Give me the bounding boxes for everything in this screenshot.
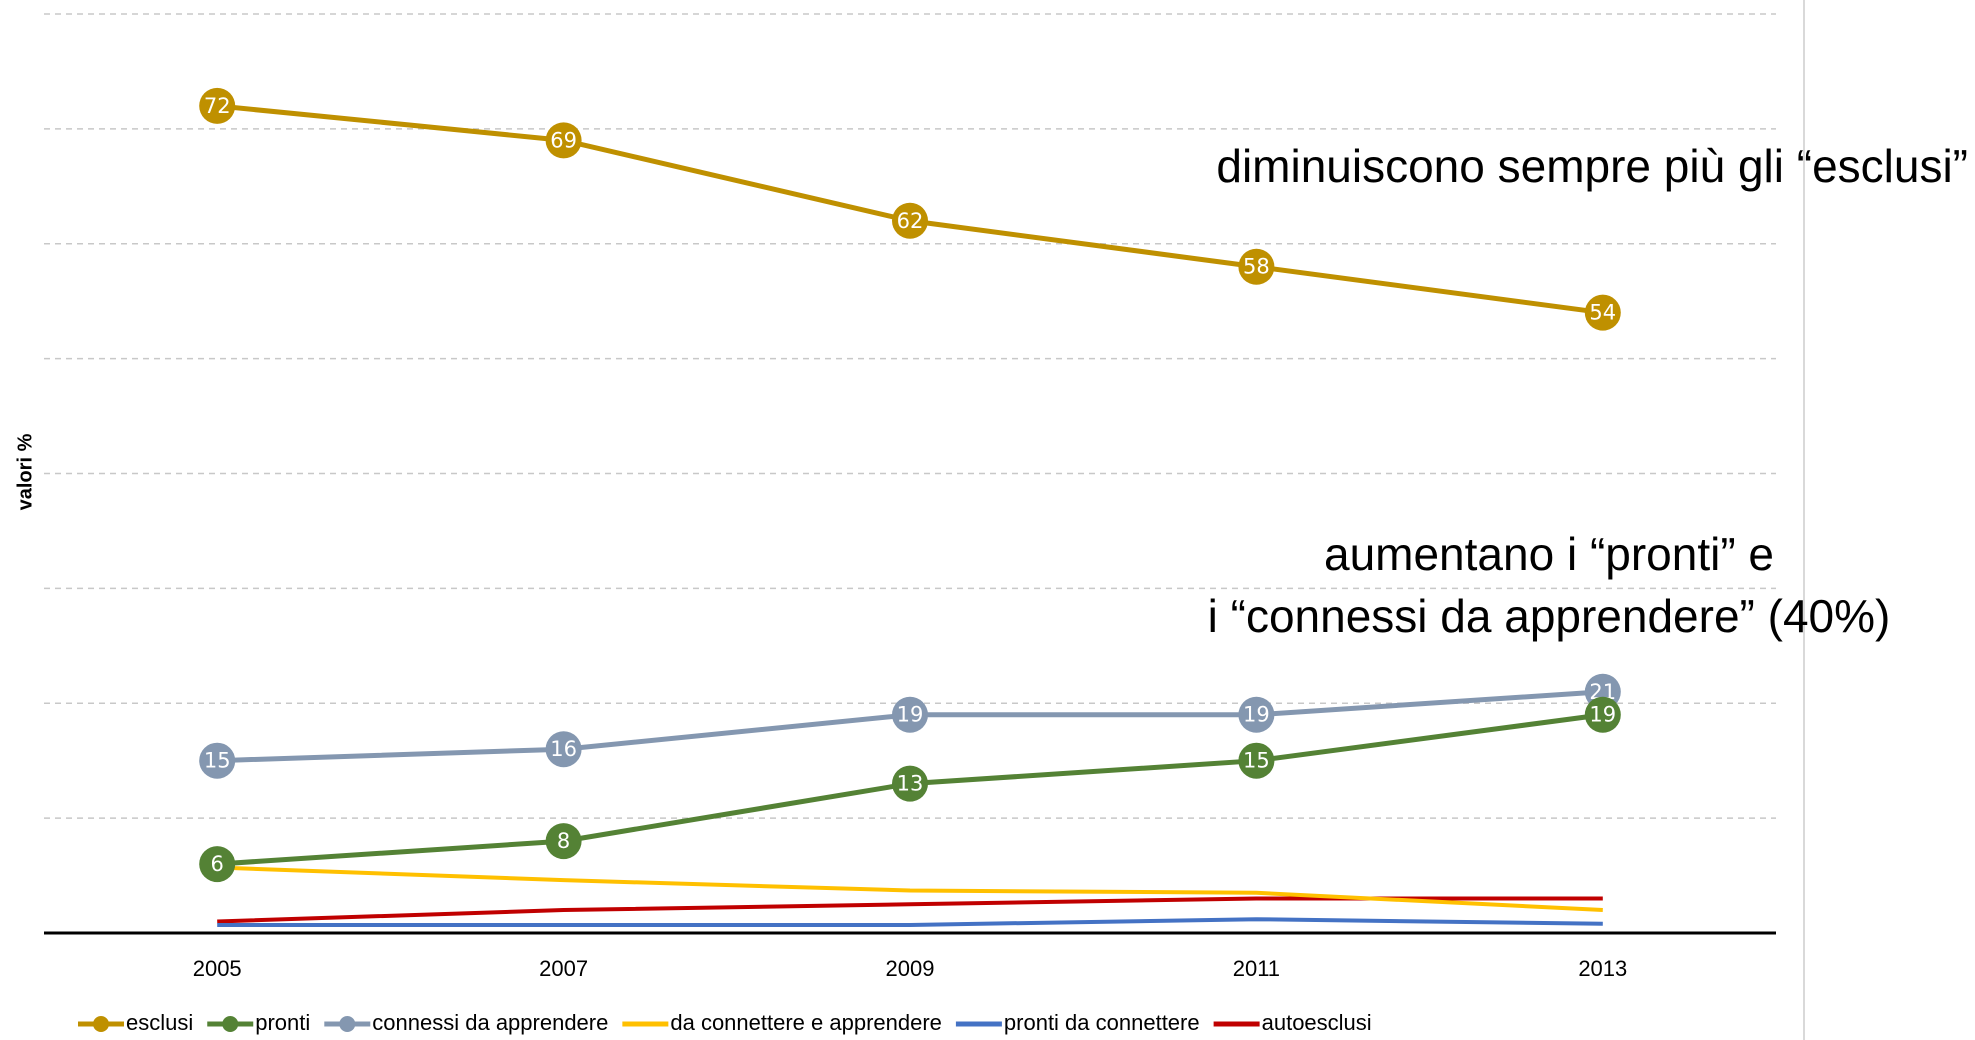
legend-label: pronti — [255, 1010, 310, 1035]
data-label: 58 — [1243, 255, 1270, 279]
point-marker — [1584, 696, 1621, 733]
data-label: 8 — [557, 829, 570, 853]
legend-label: esclusi — [126, 1010, 193, 1035]
point-marker — [545, 823, 582, 860]
point-marker — [892, 696, 928, 733]
point-marker — [1238, 696, 1275, 733]
data-label: 15 — [1243, 749, 1270, 773]
data-label: 19 — [897, 703, 924, 727]
point-marker — [199, 87, 236, 124]
data-label: 54 — [1589, 301, 1616, 325]
data-label: 72 — [204, 94, 231, 118]
legend-label: connessi da apprendere — [372, 1010, 608, 1035]
data-label: 69 — [550, 128, 577, 152]
x-tick-label: 2005 — [193, 956, 242, 981]
point-marker — [1238, 248, 1275, 285]
legend-label: pronti da connettere — [1004, 1010, 1200, 1035]
series-line — [217, 865, 1603, 913]
point-marker — [545, 122, 582, 159]
x-tick-label: 2009 — [886, 956, 935, 981]
data-label: 16 — [550, 737, 577, 761]
data-label: 19 — [1589, 703, 1616, 727]
point-marker — [892, 765, 928, 802]
y-axis-label: valori % — [14, 433, 36, 510]
annotation: aumentano i “pronti” e — [1324, 528, 1774, 580]
annotation: i “connessi da apprendere” (40%) — [1208, 590, 1891, 642]
x-tick-label: 2011 — [1233, 956, 1280, 981]
legend-marker — [93, 1016, 109, 1032]
legend-marker — [339, 1016, 356, 1032]
point-marker — [199, 846, 236, 883]
data-label: 62 — [897, 209, 924, 233]
point-marker — [545, 731, 582, 768]
data-label: 6 — [211, 852, 224, 876]
data-label: 15 — [204, 749, 231, 773]
data-label: 13 — [897, 772, 924, 796]
point-marker — [1238, 742, 1275, 779]
point-marker — [892, 202, 928, 239]
point-marker — [199, 742, 236, 779]
x-tick-label: 2007 — [539, 956, 588, 981]
point-marker — [1584, 294, 1621, 331]
legend-label: da connettere e apprendere — [670, 1010, 942, 1035]
data-label: 19 — [1243, 703, 1270, 727]
annotation: diminuiscono sempre più gli “esclusi” — [1216, 140, 1968, 192]
x-tick-label: 2013 — [1578, 956, 1627, 981]
legend-label: autoesclusi — [1262, 1010, 1372, 1035]
series-line — [217, 896, 1603, 924]
legend-marker — [222, 1016, 239, 1032]
series-line — [217, 917, 1603, 927]
